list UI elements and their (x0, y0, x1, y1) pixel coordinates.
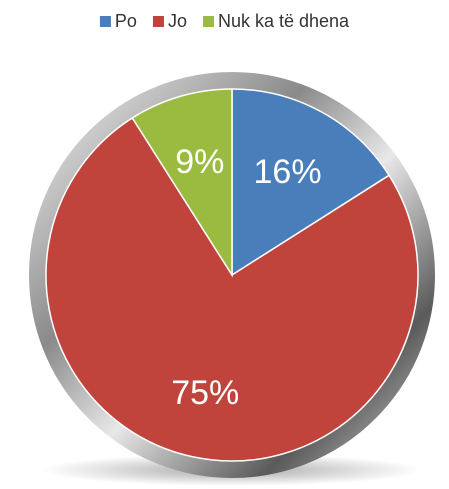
pie-slice (131, 88, 233, 278)
ring (29, 72, 435, 478)
legend-swatch (202, 16, 214, 27)
legend-label: Jo (168, 11, 187, 31)
slice-label: 9% (175, 143, 224, 181)
pie-slice (45, 116, 419, 462)
legend-swatch (99, 16, 111, 27)
slice-label: 16% (254, 153, 322, 191)
slices: 16% 75% 9% (45, 88, 419, 462)
legend-swatch (152, 16, 164, 27)
slice-label: 75% (171, 374, 239, 412)
pie-slice (231, 88, 391, 277)
legend: Po Jo Nuk ka të dhena (99, 11, 350, 31)
legend-label: Nuk ka të dhena (218, 11, 350, 31)
legend-label: Po (115, 11, 137, 31)
